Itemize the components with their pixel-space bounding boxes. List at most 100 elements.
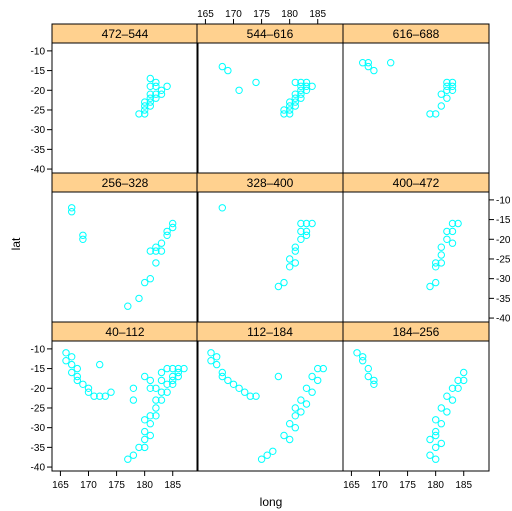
data-point [129,451,138,459]
data-point [308,219,316,228]
data-point [263,451,271,459]
data-point [157,86,166,95]
data-point [432,443,440,452]
data-point [218,62,227,71]
panel: 184–256 [342,321,490,472]
data-point [291,78,299,87]
data-point [101,392,110,400]
data-point [68,360,76,369]
data-point [124,302,132,310]
axes: 165 170 175 180 185 165 170 175 180 185 165 170 175 1… [31,9,511,491]
data-point [152,243,160,251]
y-tick-label: -15 [31,66,46,77]
data-point [129,384,138,392]
data-point [443,94,451,102]
data-point [302,400,311,408]
data-point [291,98,299,106]
data-point [274,282,283,291]
panel-strip-label: 256–328 [102,176,149,190]
data-point [370,380,378,388]
data-point [163,364,171,373]
data-point [353,349,361,357]
data-point [152,78,160,87]
data-point [169,364,177,373]
panel-strip-label: 544–616 [247,27,294,41]
data-point [291,94,299,102]
data-point [152,82,160,91]
y-tick-label: -10 [31,46,46,57]
data-point [146,98,155,106]
panel-strip-label: 40–112 [105,325,144,339]
data-point [174,364,183,373]
data-point [286,263,294,271]
x-tick-label: 180 [136,480,153,491]
data-point [96,360,104,369]
data-point [302,78,311,87]
data-point [432,427,440,436]
data-point [448,78,457,87]
x-tick-label: 165 [52,480,69,491]
data-point [229,380,238,388]
y-tick-label: -35 [31,145,46,156]
data-point [157,90,166,98]
data-point [73,372,82,381]
data-point [297,86,305,95]
y-tick-label: -20 [496,235,511,246]
data-point [135,294,143,303]
data-point [135,443,143,452]
data-point [241,388,249,396]
data-point [443,82,451,91]
data-point [157,368,166,377]
panel-strip-label: 400–472 [393,176,440,190]
y-tick-label: -35 [31,443,46,454]
data-point [460,368,468,377]
data-point [437,102,445,110]
data-point [141,443,149,452]
panel-strip-label: 616–688 [393,27,440,41]
data-point [141,106,149,114]
data-point [152,404,160,412]
data-point [169,223,177,232]
panel-frame [342,191,490,323]
x-tick-label: 175 [399,480,416,491]
data-point [141,98,149,106]
data-point [437,90,445,98]
data-point [448,384,457,392]
data-point [252,78,260,87]
data-point [157,376,166,385]
data-point [163,82,171,91]
data-point [437,259,445,267]
y-tick-label: -30 [496,274,511,285]
data-point [141,416,149,424]
data-point [426,282,434,291]
y-tick-label: -25 [31,403,46,414]
data-point [437,251,445,259]
data-point [286,110,294,118]
data-point [152,384,160,392]
panel-strip-label: 184–256 [393,325,440,339]
data-point [359,59,367,67]
data-point [152,94,160,102]
data-point [454,376,462,385]
data-point [364,59,372,67]
x-tick-label: 175 [253,9,270,20]
data-point [454,219,462,228]
y-tick-label: -15 [496,215,511,226]
data-point [62,357,70,365]
data-point [73,376,82,385]
data-point [297,396,305,404]
data-point [124,455,132,463]
x-tick-label: 185 [309,9,326,20]
x-tick-label: 185 [164,480,181,491]
y-tick-label: -15 [31,364,46,375]
data-point [448,86,457,95]
data-point [152,90,160,98]
data-point [141,435,149,444]
data-point [141,278,149,287]
data-point [169,219,177,228]
data-point [141,102,149,110]
data-point [437,243,445,251]
data-point [213,353,221,361]
data-point [157,388,166,396]
data-point [280,431,288,440]
